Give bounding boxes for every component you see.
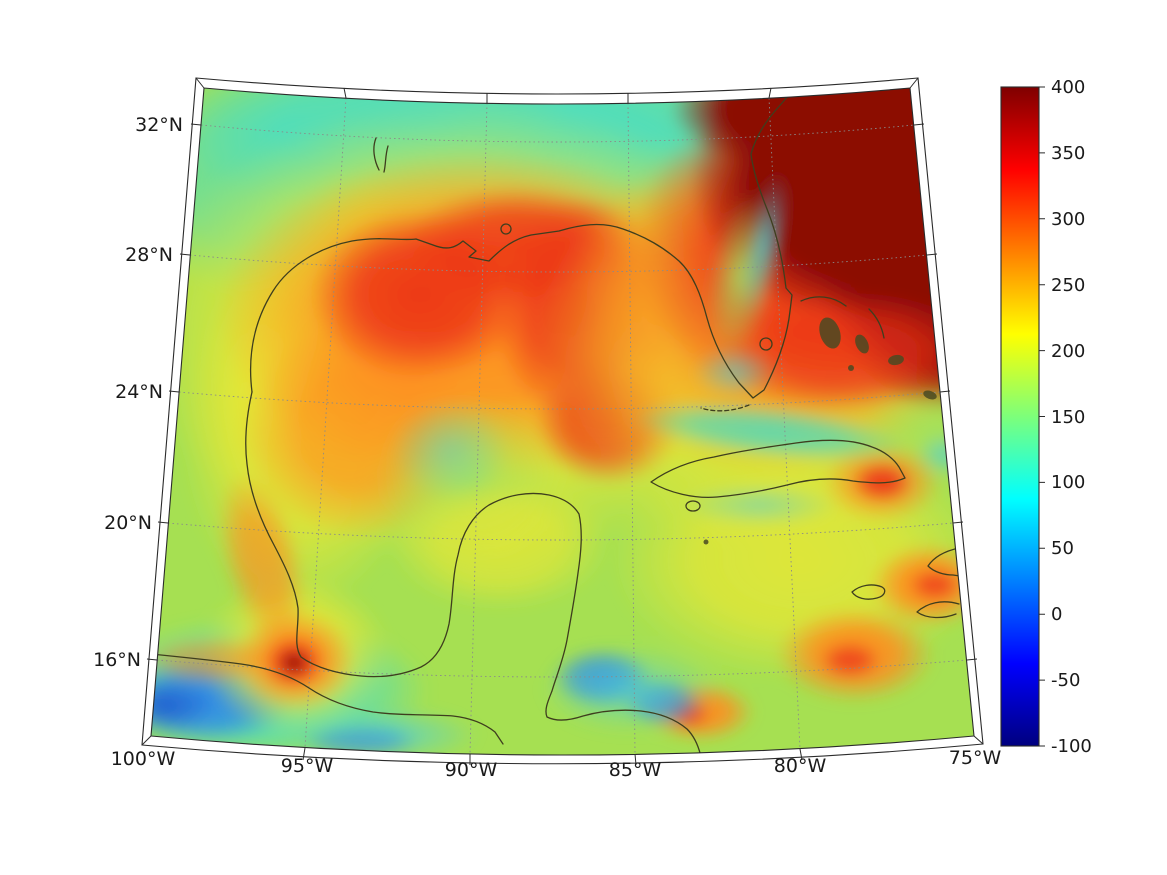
x-tick-label-80w: 80°W [774,755,827,777]
cbar-tick-label-50: 50 [1051,538,1074,559]
texas-reservoirs [373,137,389,173]
lake-pontchartrain [500,223,512,235]
graticule [156,97,968,755]
map-frame-outer [141,77,984,765]
mexico-pacific-coastline [151,653,504,745]
florida-keys [700,404,750,412]
cbar-tick-label-n100: -100 [1051,736,1092,757]
map-border [150,87,975,756]
x-tick-label-95w: 95°W [281,755,334,777]
cbar-tick-label-n50: -50 [1051,670,1080,691]
coastlines [151,94,961,755]
cbar-tick-label-250: 250 [1051,275,1085,296]
bahamas-islands [800,296,951,415]
frame-ticks [141,77,984,766]
heatmap-field [151,88,974,755]
y-tick-label-16n: 16°N [93,649,141,671]
y-tick-label-32n: 32°N [135,114,183,136]
cbar-tick-label-300: 300 [1051,209,1085,230]
lake-okeechobee [759,337,773,351]
x-tick-label-85w: 85°W [609,759,662,781]
cbar-tick-label-350: 350 [1051,143,1085,164]
cbar-tick-label-400: 400 [1051,77,1085,98]
x-tick-label-90w: 90°W [445,759,498,781]
mexico-gulf-yucatan-coastline [245,391,702,755]
map-canvas [141,77,984,766]
y-tick-label-20n: 20°N [104,512,152,534]
us-gulf-atlantic-coastline [249,94,793,399]
jamaica-coastline [851,584,886,600]
x-tick-label-75w: 75°W [949,747,1002,769]
cbar-tick-label-0: 0 [1051,604,1062,625]
cayman-island [703,539,709,545]
cuba-coastline [650,439,906,499]
colorbar: 400 350 300 250 200 150 100 50 0 -50 -10… [1000,77,1092,757]
colorbar-ticks [1039,86,1045,747]
cbar-tick-label-200: 200 [1051,341,1085,362]
x-axis-labels: 100°W 95°W 90°W 85°W 80°W 75°W [111,747,1002,781]
x-tick-label-100w: 100°W [111,748,176,770]
cbar-tick-label-100: 100 [1051,472,1085,493]
cbar-tick-label-150: 150 [1051,407,1085,428]
isle-of-youth [685,500,701,512]
y-axis-labels: 32°N 28°N 24°N 20°N 16°N [93,114,183,671]
y-tick-label-24n: 24°N [115,381,163,403]
colorbar-gradient [1000,86,1040,747]
hispaniola-coastline [916,547,961,619]
y-tick-label-28n: 28°N [125,244,173,266]
